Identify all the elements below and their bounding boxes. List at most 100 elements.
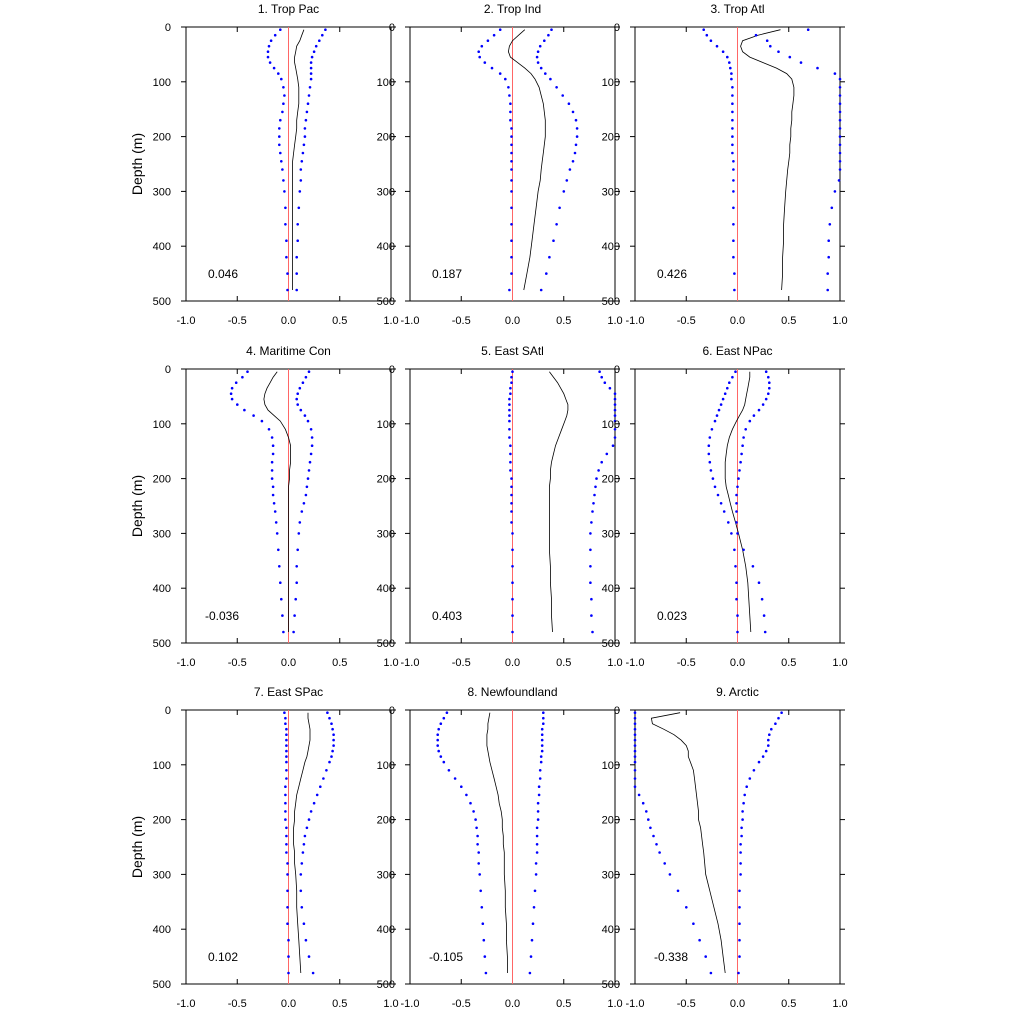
bound-point (574, 143, 578, 147)
bound-point (768, 733, 771, 736)
x-tick-label: -1.0 (626, 315, 645, 327)
bound-point (286, 889, 289, 893)
panel-2: 2. Trop Ind -1.0 -0.5 0.0 0.5 1.0 0 100 200 300 40… (377, 2, 623, 327)
bound-point (330, 755, 333, 758)
bound-point (532, 906, 536, 909)
lower-bound-dots (283, 711, 290, 975)
y-tick-label: 300 (602, 528, 620, 540)
bound-point (509, 469, 512, 472)
bound-point (273, 33, 277, 37)
y-tick-label: 500 (153, 296, 171, 308)
bound-point (510, 151, 513, 155)
bound-point (321, 33, 324, 37)
y-tick-label: 0 (389, 364, 395, 376)
bound-point (608, 386, 612, 390)
bound-point (767, 392, 770, 396)
bound-point (510, 179, 513, 182)
bound-point (738, 922, 741, 925)
bound-point (498, 28, 502, 32)
x-tick-label: -1.0 (177, 998, 196, 1010)
bound-point (477, 862, 481, 865)
bound-point (591, 630, 594, 634)
bound-point (641, 801, 645, 805)
bound-point (508, 408, 511, 412)
bound-point (655, 843, 658, 846)
bound-point (729, 66, 732, 70)
bound-point (510, 521, 513, 524)
bound-point (558, 206, 561, 210)
bound-point (510, 502, 513, 505)
bound-point (739, 843, 742, 846)
bound-point (603, 381, 607, 385)
bound-point (511, 597, 514, 601)
lower-bound-dots (702, 28, 736, 292)
upper-bound-dots (737, 711, 783, 975)
bound-point (719, 403, 723, 406)
bound-point (735, 493, 738, 497)
panel-1: 1. Trop Pac -1.0 -0.5 0.0 0.5 1.0 0 100 200 300 40… (129, 2, 399, 327)
bound-point (309, 810, 313, 813)
bound-point (709, 971, 713, 975)
bound-point (589, 532, 592, 535)
correlation-value: 0.023 (657, 609, 687, 623)
bound-point (510, 272, 513, 275)
bound-point (826, 288, 829, 292)
bound-point (736, 485, 739, 489)
x-tick-label: 0.0 (505, 657, 520, 669)
correlation-value: 0.046 (208, 267, 238, 281)
bound-point (510, 255, 513, 259)
bound-point (465, 793, 468, 797)
bound-point (726, 386, 729, 390)
bound-point (536, 50, 540, 53)
bound-point (741, 810, 744, 813)
panel-5: 5. East SAtl -1.0 -0.5 0.0 0.5 1.0 0 100 200 300 4… (377, 344, 623, 669)
x-tick-label: 0.5 (332, 657, 347, 669)
bound-point (509, 118, 512, 122)
lower-bound-dots (633, 711, 713, 975)
bound-point (484, 971, 488, 975)
bound-point (833, 72, 837, 75)
bound-point (777, 50, 780, 53)
bound-point (708, 436, 712, 439)
bound-point (324, 28, 327, 32)
bound-point (509, 102, 512, 105)
bound-point (284, 810, 287, 813)
bound-point (735, 521, 738, 524)
bound-point (647, 818, 650, 821)
bound-point (486, 39, 490, 42)
bound-point (536, 810, 540, 813)
bound-point (731, 127, 734, 130)
bound-point (307, 469, 311, 472)
x-tick-label: 0.0 (281, 657, 296, 669)
y-tick-label: 200 (602, 815, 620, 827)
bound-point (330, 722, 333, 725)
x-tick-label: -0.5 (452, 998, 471, 1010)
bound-point (252, 414, 255, 417)
bound-point (731, 135, 734, 138)
bound-point (272, 66, 276, 70)
bound-point (827, 239, 830, 242)
bound-point (738, 955, 741, 958)
bound-point (285, 738, 288, 742)
bound-point (761, 755, 765, 758)
y-tick-label: 500 (153, 638, 171, 650)
upper-bound-dots (735, 370, 771, 634)
bound-point (838, 102, 842, 105)
bound-point (613, 419, 617, 423)
bound-point (709, 469, 713, 472)
bound-point (828, 223, 832, 226)
bound-point (592, 502, 595, 505)
bound-point (282, 86, 285, 89)
bound-point (542, 722, 545, 725)
bound-point (299, 408, 303, 412)
lower-bound-dots (508, 370, 514, 634)
bound-point (735, 597, 738, 601)
bound-point (731, 375, 734, 379)
bound-point (285, 843, 288, 846)
bound-point (757, 760, 761, 764)
bound-point (286, 906, 289, 909)
bound-point (511, 614, 514, 617)
y-tick-label: 100 (602, 760, 620, 772)
bound-point (268, 61, 272, 64)
bound-point (737, 477, 740, 480)
